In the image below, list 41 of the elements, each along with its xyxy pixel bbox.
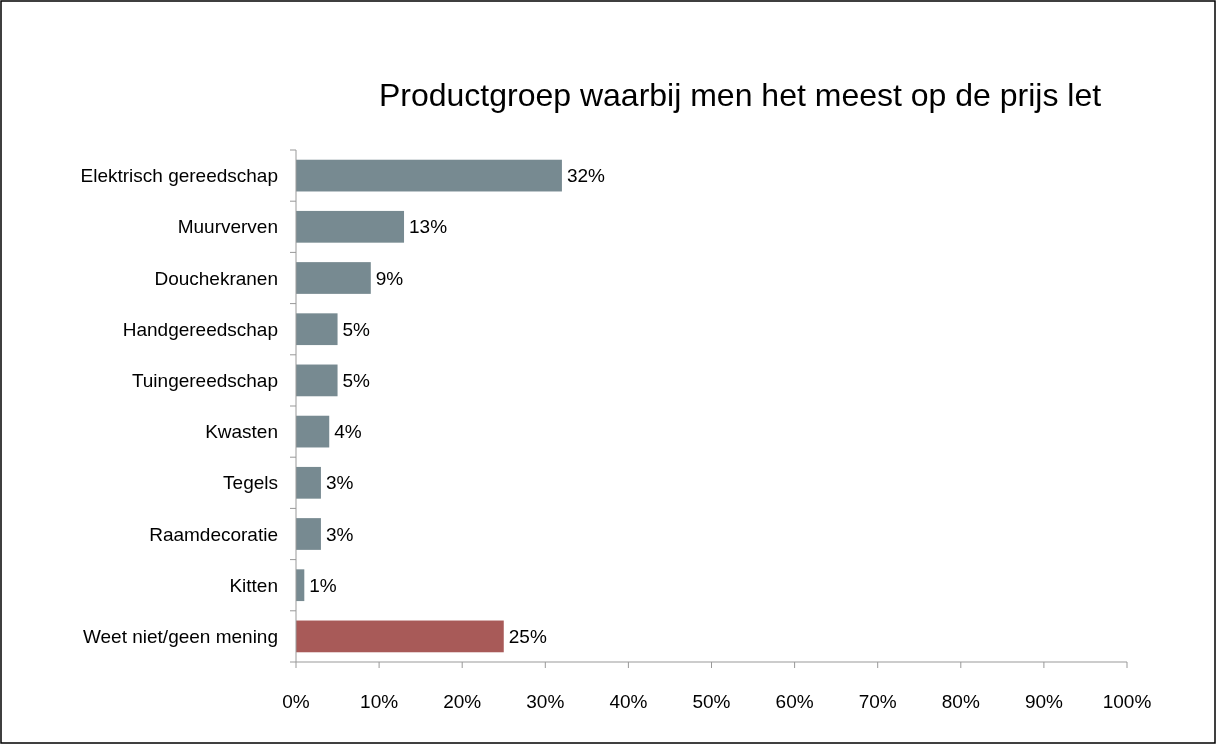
data-label: 13% bbox=[409, 216, 448, 238]
data-label: 3% bbox=[325, 523, 354, 545]
data-label: 4% bbox=[334, 421, 362, 443]
chart-title: Productgroep waarbij men het meest op de prijs let bbox=[378, 77, 1102, 113]
bar bbox=[296, 620, 504, 653]
x-tick-label: 100% bbox=[1102, 691, 1152, 712]
data-label: 25% bbox=[508, 625, 547, 647]
bar bbox=[296, 466, 321, 499]
data-label: 32% bbox=[566, 165, 606, 187]
data-label: 9% bbox=[375, 267, 404, 289]
x-tick-label: 80% bbox=[941, 691, 980, 712]
y-tick-label: Weet niet/geen mening bbox=[82, 625, 278, 647]
bar bbox=[296, 364, 338, 397]
x-tick-label: 90% bbox=[1024, 691, 1064, 712]
x-tick-label: 30% bbox=[526, 691, 565, 712]
x-tick-label: 20% bbox=[443, 691, 482, 712]
y-tick-label: Raamdecoratie bbox=[149, 523, 278, 545]
bar bbox=[296, 210, 405, 243]
data-label: 3% bbox=[325, 472, 354, 494]
y-tick-label: Tuingereedschap bbox=[131, 369, 278, 391]
bar bbox=[296, 415, 330, 448]
y-tick-label: Douchekranen bbox=[154, 267, 278, 289]
bar bbox=[296, 518, 321, 550]
x-tick-label: 60% bbox=[775, 691, 814, 712]
y-tick-label: Kwasten bbox=[205, 421, 278, 443]
bar bbox=[296, 159, 562, 192]
x-tick-label: 10% bbox=[360, 691, 399, 712]
y-tick-label: Muurverven bbox=[177, 216, 278, 238]
x-tick-label: 70% bbox=[858, 691, 897, 712]
y-tick-label: Kitten bbox=[229, 574, 278, 596]
data-label: 5% bbox=[342, 369, 371, 391]
y-tick-label: Tegels bbox=[223, 472, 278, 494]
x-tick-label: 0% bbox=[282, 691, 310, 712]
data-label: 5% bbox=[342, 318, 371, 340]
y-tick-label: Elektrisch gereedschap bbox=[80, 165, 278, 187]
bar bbox=[296, 313, 338, 346]
y-tick-label: Handgereedschap bbox=[122, 318, 278, 340]
x-tick-label: 50% bbox=[692, 691, 731, 712]
bar bbox=[296, 262, 371, 294]
data-label: 1% bbox=[309, 574, 337, 596]
x-tick-label: 40% bbox=[609, 691, 648, 712]
